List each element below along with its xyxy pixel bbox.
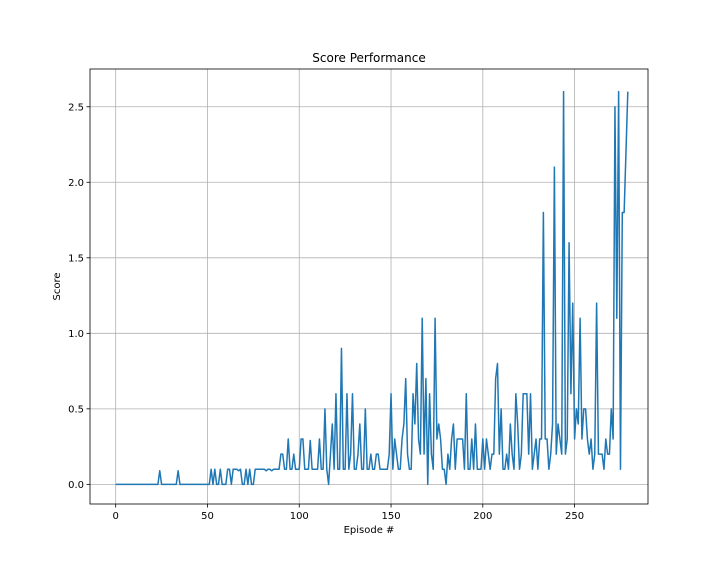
axes-frame <box>89 68 649 505</box>
y-tick-label: 0.0 <box>68 480 84 491</box>
score-series-line <box>115 90 629 486</box>
plot-line-layer <box>115 90 629 486</box>
y-tick-label: 2.5 <box>68 102 84 113</box>
y-tick-label: 2.0 <box>68 178 84 189</box>
x-tick-label: 250 <box>565 511 584 522</box>
y-tick-label: 1.0 <box>68 329 84 340</box>
x-tick-label: 0 <box>113 511 119 522</box>
y-tick-label: 1.5 <box>68 253 84 264</box>
x-tick-label: 50 <box>201 511 214 522</box>
x-axis-label: Episode # <box>344 525 395 536</box>
x-tick-label: 100 <box>290 511 309 522</box>
x-tick-label: 150 <box>381 511 400 522</box>
y-tick-label: 0.5 <box>68 404 84 415</box>
y-axis-label: Score <box>52 272 63 300</box>
chart-title: Score Performance <box>312 51 425 65</box>
x-tick-label: 200 <box>473 511 492 522</box>
ticks: 0 50 100 150 200 250 0.0 0.5 1.0 1.5 2.0 2.5 <box>68 102 584 522</box>
